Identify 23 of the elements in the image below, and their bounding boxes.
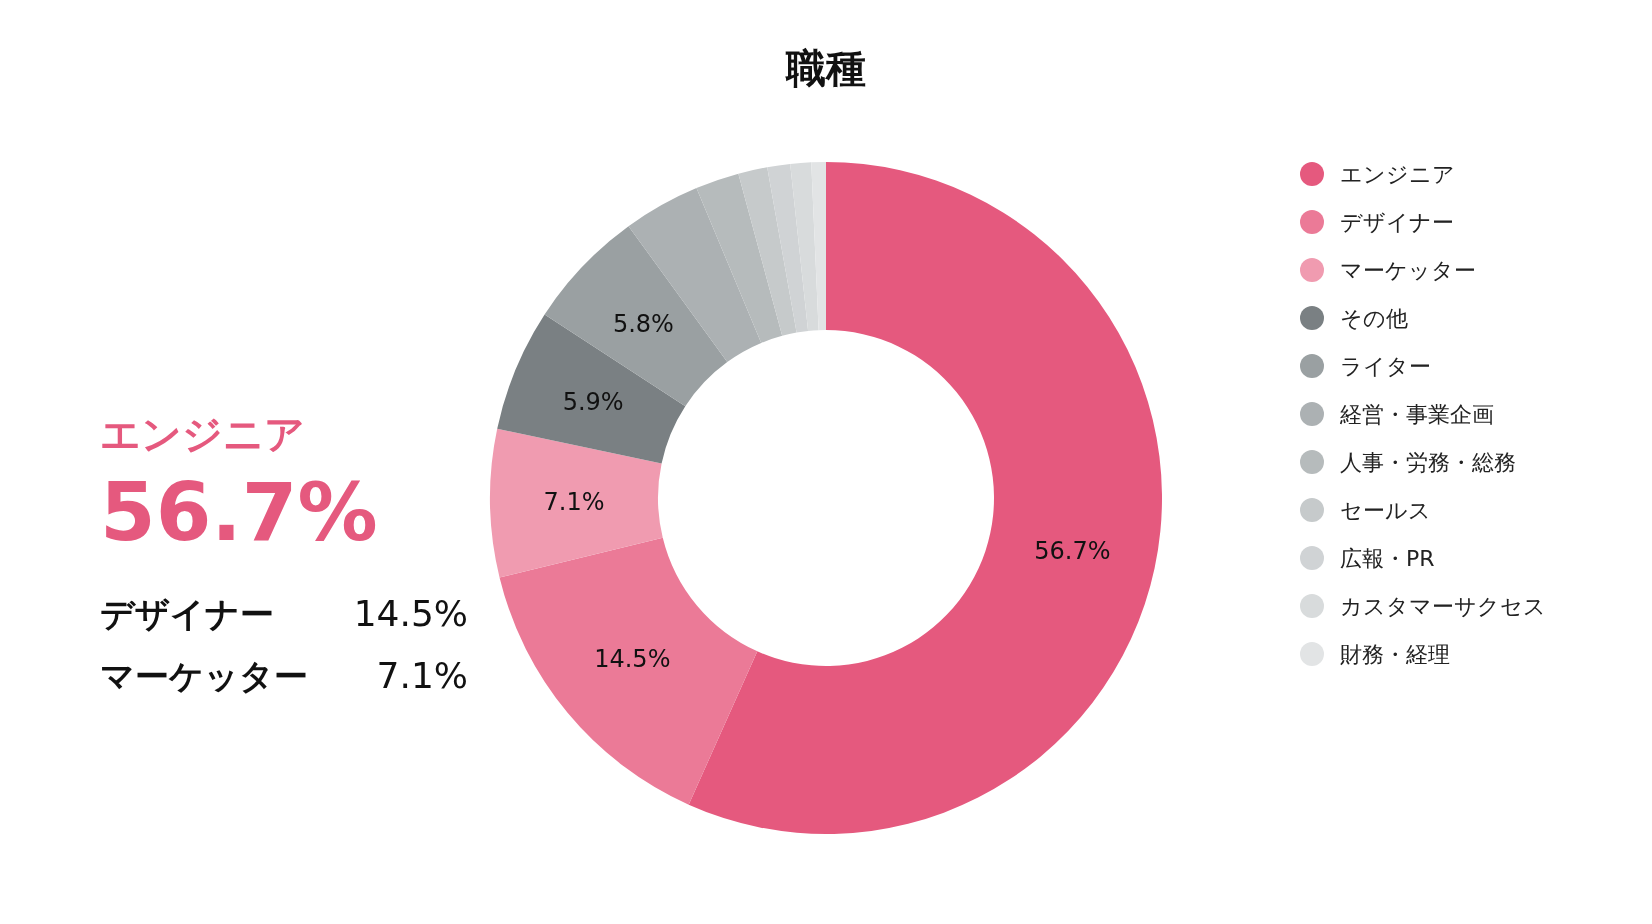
data-label: 14.5% bbox=[594, 645, 671, 674]
text: デザイナー bbox=[100, 594, 274, 634]
legend-label: マーケッター bbox=[1340, 258, 1476, 283]
legend-label: カスタマーサクセス bbox=[1340, 594, 1546, 619]
text: エンジニア bbox=[100, 411, 305, 457]
legend-label: 広報・PR bbox=[1340, 546, 1435, 571]
data-label: 7.1% bbox=[543, 487, 605, 516]
legend-label: ライター bbox=[1340, 354, 1431, 379]
legend-label: 人事・労務・総務 bbox=[1340, 450, 1516, 475]
data-label: 5.8% bbox=[612, 310, 674, 339]
text: 14.5% bbox=[353, 593, 468, 634]
legend-label: セールス bbox=[1340, 498, 1431, 523]
text: 56.7% bbox=[100, 466, 378, 559]
text: 7.1% bbox=[376, 655, 468, 696]
data-label: 5.9% bbox=[562, 387, 624, 416]
legend-label: デザイナー bbox=[1340, 210, 1454, 235]
legend-label: エンジニア bbox=[1340, 162, 1455, 187]
data-label: 56.7% bbox=[1034, 536, 1111, 565]
legend-label: その他 bbox=[1340, 306, 1408, 331]
chart-title: 職種 bbox=[785, 45, 866, 91]
legend-label: 財務・経理 bbox=[1340, 642, 1450, 667]
legend-label: 経営・事業企画 bbox=[1339, 402, 1494, 427]
text: マーケッター bbox=[100, 656, 308, 696]
